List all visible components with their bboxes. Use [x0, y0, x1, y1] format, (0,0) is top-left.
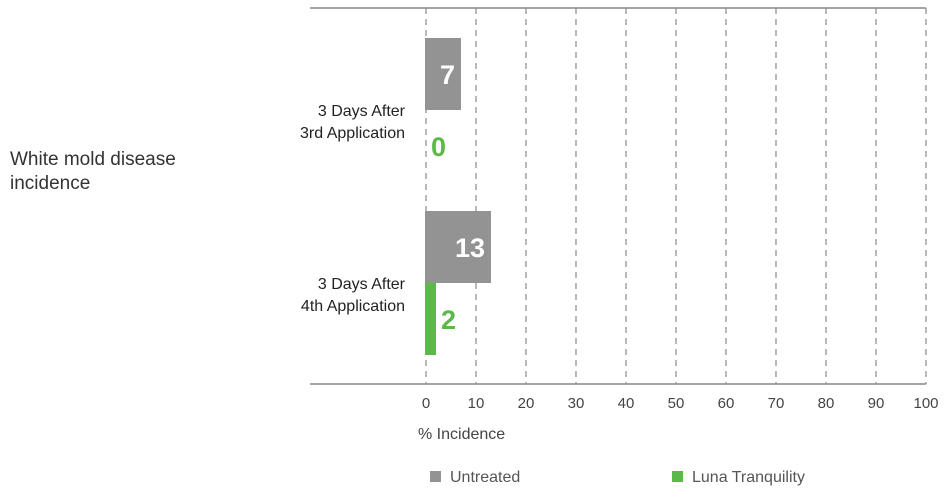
- x-tick-label: 10: [468, 395, 485, 412]
- bar-untreated: [425, 38, 461, 110]
- data-label: 13: [455, 233, 485, 263]
- x-tick-label: 20: [518, 395, 535, 412]
- category-label: 3 Days After: [318, 276, 406, 293]
- category-label: 3rd Application: [300, 125, 405, 142]
- y-axis-title: White mold disease incidence: [10, 149, 176, 194]
- bar-untreated: [425, 211, 491, 283]
- legend-swatch: [430, 471, 441, 482]
- data-label: 2: [441, 305, 456, 335]
- x-tick-label: 40: [618, 395, 635, 412]
- x-tick-label: 0: [422, 395, 430, 412]
- category-label: 3 Days After: [318, 103, 406, 120]
- x-tick-label: 50: [668, 395, 685, 412]
- x-tick-label: 90: [868, 395, 885, 412]
- x-tick-label: 60: [718, 395, 735, 412]
- x-tick-label: 80: [818, 395, 835, 412]
- bar-luna-tranquility: [425, 283, 436, 355]
- x-tick-label: 30: [568, 395, 585, 412]
- x-axis-title: % Incidence: [418, 426, 505, 443]
- x-tick-label: 70: [768, 395, 785, 412]
- legend-label: Untreated: [450, 469, 520, 486]
- data-label: 0: [431, 132, 446, 162]
- legend-swatch: [672, 471, 683, 482]
- x-tick-label: 100: [913, 395, 938, 412]
- legend-label: Luna Tranquility: [692, 469, 805, 486]
- data-label: 7: [440, 60, 455, 90]
- category-label: 4th Application: [301, 298, 405, 315]
